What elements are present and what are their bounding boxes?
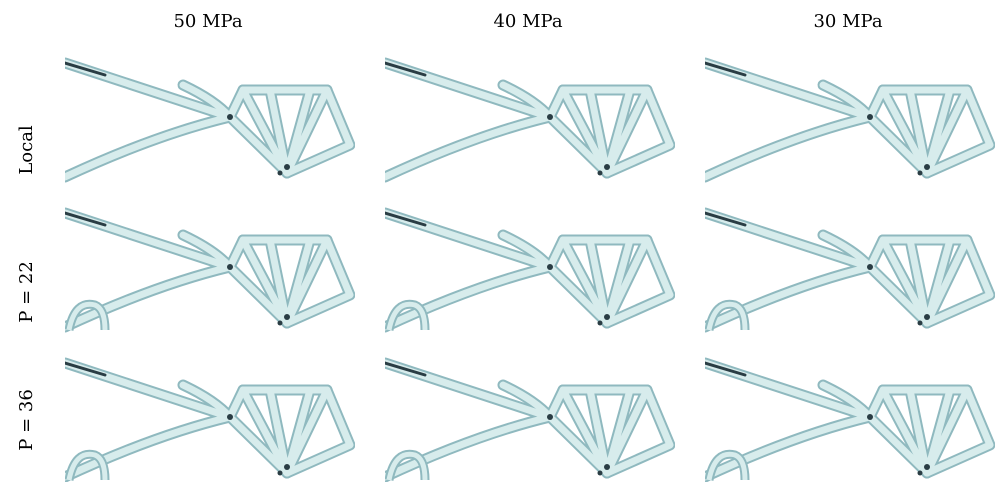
panel [65, 213, 350, 330]
panel [385, 363, 670, 480]
row-label: P = 22 [16, 261, 37, 323]
structure [385, 363, 670, 477]
structure [65, 213, 350, 327]
panel [385, 213, 670, 330]
column-label: 30 MPa [813, 11, 882, 32]
structure [65, 363, 350, 477]
structure [705, 213, 990, 327]
panel [705, 363, 990, 480]
structure [65, 63, 350, 177]
row-label: P = 36 [16, 389, 37, 451]
row-label: Local [16, 125, 37, 175]
panel [65, 63, 350, 177]
structure [385, 63, 670, 177]
structure [385, 213, 670, 327]
column-label: 50 MPa [173, 11, 242, 32]
page: 50 MPa 40 MPa 30 MPa Local P = 22 P = 36… [0, 0, 995, 482]
structure [705, 63, 990, 177]
figure: 50 MPa 40 MPa 30 MPa Local P = 22 P = 36 [0, 0, 995, 482]
column-label: 40 MPa [493, 11, 562, 32]
panel [705, 63, 990, 177]
structure [705, 363, 990, 477]
panel [65, 363, 350, 480]
panel [705, 213, 990, 330]
panel [385, 63, 670, 177]
